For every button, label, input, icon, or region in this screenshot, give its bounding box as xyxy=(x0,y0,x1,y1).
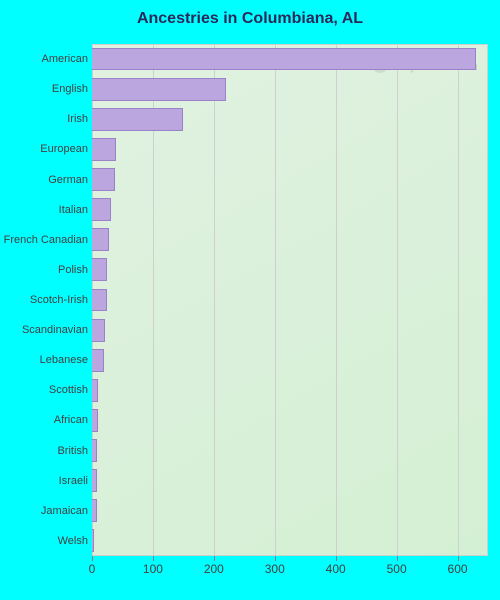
x-tick-label: 300 xyxy=(265,562,285,576)
y-tick-label: Israeli xyxy=(59,475,88,487)
x-tick xyxy=(458,556,459,561)
bar-row xyxy=(92,285,488,315)
bar xyxy=(92,499,97,522)
x-tick xyxy=(153,556,154,561)
y-tick-label: African xyxy=(54,414,88,426)
x-tick-label: 600 xyxy=(448,562,468,576)
bar xyxy=(92,168,115,191)
x-tick-label: 200 xyxy=(204,562,224,576)
bar-row xyxy=(92,104,488,134)
y-tick-label: British xyxy=(57,445,88,457)
y-tick-label: Irish xyxy=(67,113,88,125)
x-tick xyxy=(214,556,215,561)
y-tick-label: European xyxy=(40,143,88,155)
y-tick-label: German xyxy=(48,174,88,186)
bar-row xyxy=(92,526,488,556)
bar-row xyxy=(92,164,488,194)
y-tick-label: French Canadian xyxy=(4,234,88,246)
y-axis-labels: American English Irish European German Italia… xyxy=(0,44,92,556)
page: Ancestries in Columbiana, AL American Eng… xyxy=(0,0,500,600)
bar xyxy=(92,108,183,131)
bar xyxy=(92,138,116,161)
y-tick-label: Welsh xyxy=(58,535,88,547)
x-tick xyxy=(397,556,398,561)
x-tick-label: 0 xyxy=(89,562,96,576)
y-tick-label: English xyxy=(52,83,88,95)
x-tick xyxy=(336,556,337,561)
y-tick-label: Jamaican xyxy=(41,505,88,517)
bar xyxy=(92,409,98,432)
bar-row xyxy=(92,466,488,496)
x-axis: 0 100 200 300 400 500 600 xyxy=(92,556,488,592)
bar xyxy=(92,379,98,402)
bar-row xyxy=(92,134,488,164)
bar-row xyxy=(92,315,488,345)
y-tick-label: Scottish xyxy=(49,384,88,396)
x-tick xyxy=(92,556,93,561)
bar xyxy=(92,439,97,462)
bar xyxy=(92,469,97,492)
chart: American English Irish European German Italia… xyxy=(0,38,500,592)
x-tick-label: 100 xyxy=(143,562,163,576)
bar-row xyxy=(92,225,488,255)
y-tick-label: Lebanese xyxy=(40,354,88,366)
bar xyxy=(92,78,226,101)
bar xyxy=(92,258,107,281)
x-tick-label: 500 xyxy=(387,562,407,576)
bar xyxy=(92,349,104,372)
y-tick-label: Scandinavian xyxy=(22,324,88,336)
y-tick-label: Italian xyxy=(59,204,88,216)
bar xyxy=(92,289,107,312)
y-tick-label: Polish xyxy=(58,264,88,276)
bar-row xyxy=(92,74,488,104)
plot-area: City-Data.com xyxy=(92,44,488,556)
bar-row xyxy=(92,496,488,526)
x-tick-label: 400 xyxy=(326,562,346,576)
bar xyxy=(92,529,94,552)
bar-row xyxy=(92,405,488,435)
bar-row xyxy=(92,195,488,225)
bar xyxy=(92,319,105,342)
bar-row xyxy=(92,436,488,466)
bar-row xyxy=(92,255,488,285)
bar xyxy=(92,198,111,221)
bar-row xyxy=(92,345,488,375)
y-tick-label: Scotch-Irish xyxy=(30,294,88,306)
chart-title: Ancestries in Columbiana, AL xyxy=(0,0,500,38)
x-tick xyxy=(275,556,276,561)
bar-row xyxy=(92,375,488,405)
bar xyxy=(92,228,109,251)
bar xyxy=(92,48,476,71)
bar-row xyxy=(92,44,488,74)
y-tick-label: American xyxy=(42,53,88,65)
